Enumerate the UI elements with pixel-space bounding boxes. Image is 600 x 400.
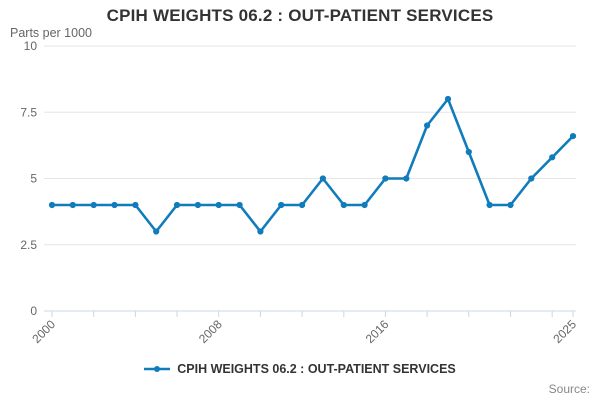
y-axis-tick-label: 10 [24,39,38,53]
data-point-marker[interactable] [215,201,222,209]
data-point-marker[interactable] [507,201,514,209]
data-point-marker[interactable] [340,201,347,209]
data-point-marker[interactable] [111,201,118,209]
x-axis-tick-label: 2025 [550,317,579,346]
y-axis-tick-label: 7.5 [20,105,37,119]
data-point-marker[interactable] [424,122,431,129]
data-point-marker[interactable] [90,201,97,209]
x-axis-tick-label: 2000 [29,317,58,346]
data-point-marker[interactable] [173,201,181,209]
data-point-marker[interactable] [486,201,493,209]
y-axis-tick-label: 0 [30,304,37,318]
x-axis-tick-label: 2016 [363,317,392,346]
legend: CPIH WEIGHTS 06.2 : OUT-PATIENT SERVICES [0,362,600,376]
data-point-marker[interactable] [48,201,56,209]
data-point-marker[interactable] [382,175,389,182]
page-title: CPIH WEIGHTS 06.2 : OUT-PATIENT SERVICES [106,6,494,25]
data-point-marker[interactable] [69,201,76,209]
legend-label: CPIH WEIGHTS 06.2 : OUT-PATIENT SERVICES [177,362,456,376]
data-point-marker[interactable] [257,228,264,235]
x-axis-tick-label: 2008 [196,317,225,346]
data-point-marker[interactable] [465,148,472,156]
data-point-marker[interactable] [278,201,285,209]
legend-line-symbol [144,366,171,372]
source-label: Source: [548,382,590,396]
y-axis-unit-label: Parts per 1000 [10,26,92,40]
series-line [50,97,575,233]
data-point-marker[interactable] [569,133,577,140]
legend-item[interactable]: CPIH WEIGHTS 06.2 : OUT-PATIENT SERVICES [144,362,456,376]
line-chart-plot: 0 2.5 5 7.5 10 2000 2008 2016 2025 [20,39,579,346]
data-point-marker[interactable] [299,201,306,209]
y-axis-tick-label: 5 [30,172,37,186]
data-point-marker[interactable] [549,154,556,161]
data-point-marker[interactable] [236,201,243,209]
data-point-marker[interactable] [153,228,160,235]
data-point-marker[interactable] [132,201,139,209]
data-point-marker[interactable] [361,201,368,209]
data-point-marker[interactable] [528,175,535,182]
data-point-marker[interactable] [403,175,410,182]
data-point-marker[interactable] [194,201,201,209]
y-axis-tick-label: 2.5 [20,238,37,252]
legend-marker-icon [154,366,161,372]
data-point-marker[interactable] [319,175,326,182]
data-point-marker[interactable] [444,95,452,103]
